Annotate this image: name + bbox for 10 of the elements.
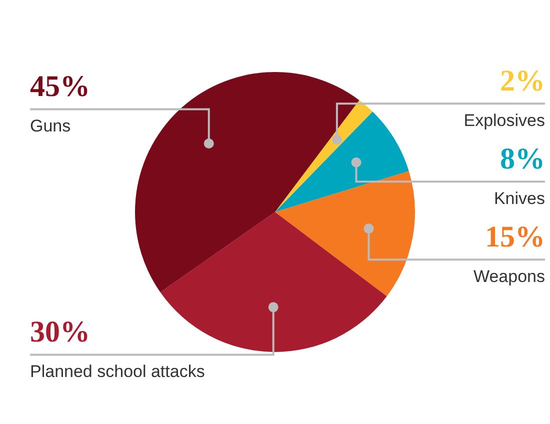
data-label: 15%: [485, 220, 545, 254]
slice-label: Knives: [494, 188, 545, 208]
data-label: 8%: [500, 142, 545, 176]
data-label: 2%: [500, 64, 545, 98]
slice-label: Weapons: [473, 266, 545, 286]
data-label: 45%: [30, 70, 90, 104]
slice-label: Planned school attacks: [30, 362, 205, 381]
slice-label: Guns: [30, 116, 71, 136]
data-label: 30%: [30, 316, 90, 349]
slice-label: Explosives: [464, 110, 545, 130]
